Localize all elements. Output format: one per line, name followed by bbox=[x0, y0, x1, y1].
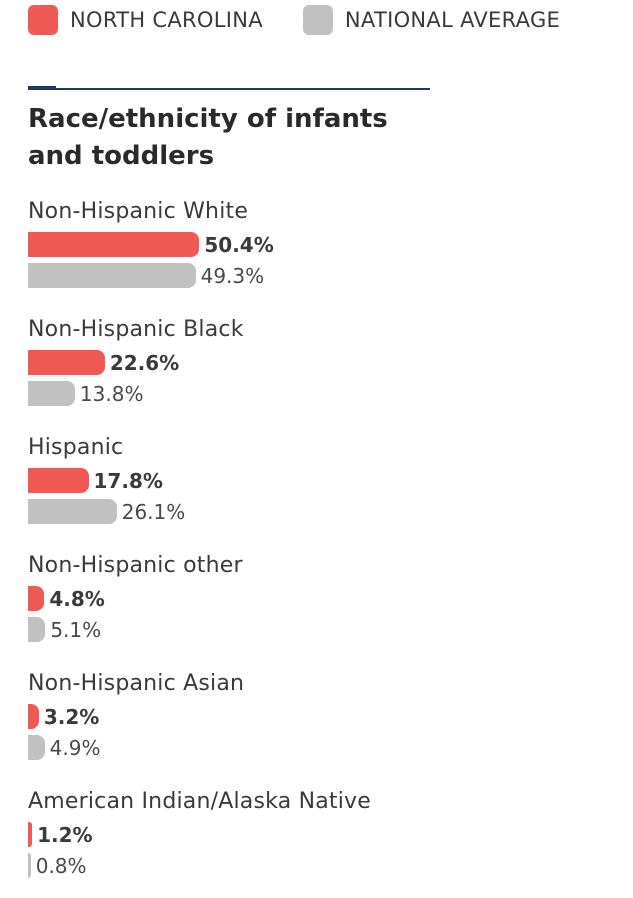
bar-na bbox=[28, 263, 196, 288]
data-label-nc: 22.6% bbox=[109, 350, 180, 375]
bar-group-non-hispanic-asian: Non-Hispanic Asian 3.2% 4.9% bbox=[28, 670, 608, 780]
section-divider bbox=[28, 88, 430, 90]
bar-row-na: 0.8% bbox=[28, 852, 87, 879]
bar-group-american-indian-alaska-native: American Indian/Alaska Native 1.2% 0.8% bbox=[28, 788, 608, 898]
category-label: American Indian/Alaska Native bbox=[28, 789, 371, 814]
bar-nc bbox=[28, 468, 89, 493]
data-label-na: 26.1% bbox=[121, 499, 186, 524]
bar-na bbox=[28, 499, 117, 524]
category-label: Non-Hispanic White bbox=[28, 199, 249, 224]
data-label-nc: 3.2% bbox=[43, 704, 100, 729]
legend-label-north-carolina: NORTH CAROLINA bbox=[70, 8, 263, 32]
category-label: Non-Hispanic Black bbox=[28, 317, 244, 342]
bar-row-na: 4.9% bbox=[28, 734, 100, 761]
data-label-na: 13.8% bbox=[79, 381, 144, 406]
legend-swatch-north-carolina bbox=[28, 5, 58, 35]
bar-nc bbox=[28, 350, 105, 375]
legend-item-national-average: NATIONAL AVERAGE bbox=[302, 5, 561, 35]
bar-group-non-hispanic-black: Non-Hispanic Black 22.6% 13.8% bbox=[28, 316, 608, 426]
bar-row-nc: 4.8% bbox=[28, 585, 105, 612]
category-label: Hispanic bbox=[28, 435, 124, 460]
bar-row-na: 13.8% bbox=[28, 380, 143, 407]
bar-row-nc: 17.8% bbox=[28, 467, 163, 494]
chart-title: Race/ethnicity of infants and toddlers bbox=[28, 104, 388, 171]
bar-row-na: 49.3% bbox=[28, 262, 264, 289]
data-label-na: 49.3% bbox=[200, 263, 265, 288]
bar-na bbox=[28, 735, 45, 760]
bar-nc bbox=[28, 704, 39, 729]
chart-legend: NORTH CAROLINA NATIONAL AVERAGE bbox=[28, 5, 600, 35]
legend-item-north-carolina: NORTH CAROLINA bbox=[28, 5, 263, 35]
bar-group-hispanic: Hispanic 17.8% 26.1% bbox=[28, 434, 608, 544]
section-divider-accent bbox=[28, 86, 56, 90]
bar-group-non-hispanic-white: Non-Hispanic White 50.4% 49.3% bbox=[28, 198, 608, 308]
bar-row-nc: 22.6% bbox=[28, 349, 179, 376]
category-label: Non-Hispanic other bbox=[28, 553, 243, 578]
data-label-nc: 1.2% bbox=[37, 822, 93, 847]
bar-nc bbox=[28, 232, 200, 257]
bar-nc bbox=[28, 586, 45, 611]
data-label-na: 5.1% bbox=[50, 617, 102, 642]
bar-na bbox=[28, 381, 75, 406]
category-label: Non-Hispanic Asian bbox=[28, 671, 245, 696]
data-label-nc: 50.4% bbox=[204, 232, 274, 257]
bar-nc bbox=[28, 822, 33, 847]
bar-row-na: 26.1% bbox=[28, 498, 185, 525]
bar-chart: Non-Hispanic White 50.4% 49.3% Non-Hispanic… bbox=[28, 0, 608, 878]
data-label-nc: 4.8% bbox=[49, 586, 105, 611]
bar-group-non-hispanic-other: Non-Hispanic other 4.8% 5.1% bbox=[28, 552, 608, 662]
legend-swatch-national-average bbox=[302, 5, 333, 35]
bar-row-nc: 3.2% bbox=[28, 703, 99, 730]
data-label-nc: 17.8% bbox=[93, 468, 163, 493]
data-label-na: 4.9% bbox=[49, 735, 101, 760]
bar-na bbox=[28, 853, 31, 878]
bar-row-nc: 50.4% bbox=[28, 231, 274, 258]
legend-label-national-average: NATIONAL AVERAGE bbox=[344, 8, 561, 32]
bar-row-nc: 1.2% bbox=[28, 821, 93, 848]
bar-na bbox=[28, 617, 46, 642]
bar-row-na: 5.1% bbox=[28, 616, 101, 643]
data-label-na: 0.8% bbox=[35, 853, 87, 878]
